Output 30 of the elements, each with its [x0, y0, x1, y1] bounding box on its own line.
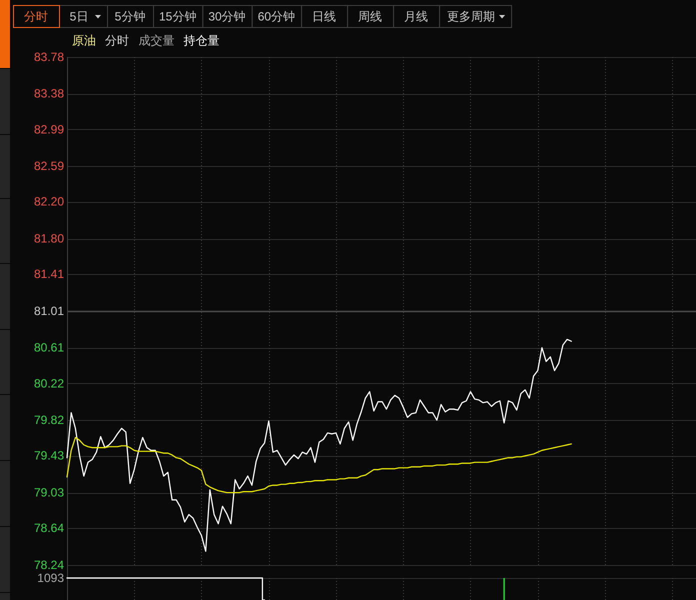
y-tick-label: 79.82: [34, 412, 64, 427]
y-tick-label: 1093: [37, 570, 64, 585]
y-tick-label: 81.01: [34, 304, 64, 318]
line-series: [66, 436, 572, 494]
y-tick-label: 78.24: [34, 558, 64, 572]
y-tick-label: 83.78: [34, 50, 64, 64]
y-tick-label: 81.80: [34, 231, 64, 246]
tab-button[interactable]: 5分钟: [107, 5, 154, 28]
y-tick-label: 80.22: [34, 376, 64, 390]
tab-button[interactable]: 5日: [59, 5, 108, 28]
y-tick-label: 82.20: [34, 194, 64, 209]
tab-button[interactable]: 周线: [347, 5, 394, 28]
y-tick-label: 83.38: [34, 86, 64, 101]
tab-button[interactable]: 15分钟: [153, 5, 204, 28]
line-series: [66, 338, 572, 552]
tab-button[interactable]: 60分钟: [252, 5, 302, 28]
chart-title: 原油: [72, 34, 96, 48]
tab-button[interactable]: 30分钟: [202, 5, 253, 28]
y-tick-label: 82.59: [34, 158, 64, 173]
tab-button[interactable]: 更多周期: [439, 5, 512, 28]
y-tick-label: 79.43: [34, 448, 64, 463]
y-tick-label: 78.64: [34, 521, 64, 536]
tab-button[interactable]: 日线: [301, 5, 348, 28]
y-tick-label: 79.03: [34, 485, 64, 500]
y-tick-label: 80.61: [34, 340, 64, 355]
chart-subtitle: 分时 成交量 持仓量: [105, 34, 220, 48]
y-tick-label: 81.41: [34, 267, 64, 282]
tab-button[interactable]: 分时: [13, 5, 60, 28]
y-tick-label: 82.99: [34, 122, 64, 136]
tab-button[interactable]: 月线: [393, 5, 440, 28]
